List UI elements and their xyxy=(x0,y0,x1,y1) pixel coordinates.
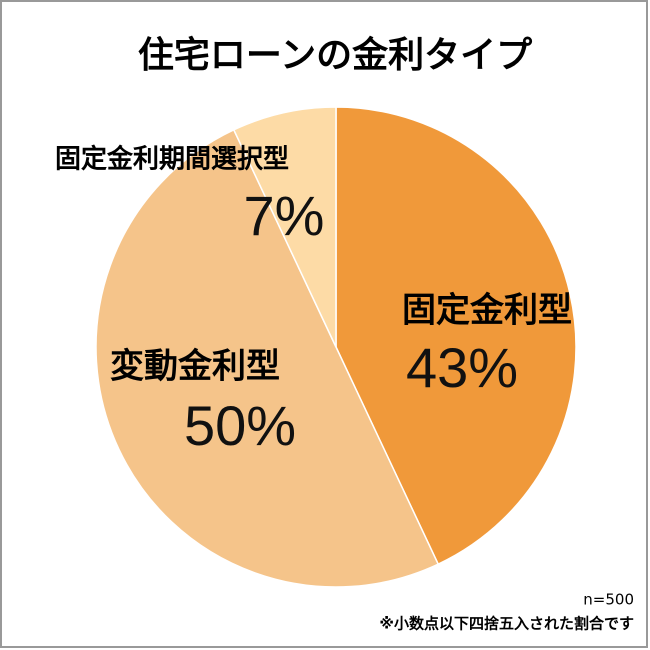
value-label: 7% xyxy=(244,184,325,247)
value-label: 43% xyxy=(406,336,518,399)
note: n=500 xyxy=(583,591,634,609)
pie-slice xyxy=(232,106,337,348)
slice-label: 固定金利期間選択型 xyxy=(55,144,289,175)
value-label: 50% xyxy=(184,394,296,457)
slice-label: 固定金利型 xyxy=(402,291,572,331)
note: ※小数点以下四捨五入された割合です xyxy=(379,615,634,633)
pie-slice xyxy=(335,106,577,566)
chart-title: 住宅ローンの金利タイプ xyxy=(138,34,532,76)
slice-label: 変動金利型 xyxy=(110,347,280,387)
pie-slice xyxy=(95,128,440,588)
